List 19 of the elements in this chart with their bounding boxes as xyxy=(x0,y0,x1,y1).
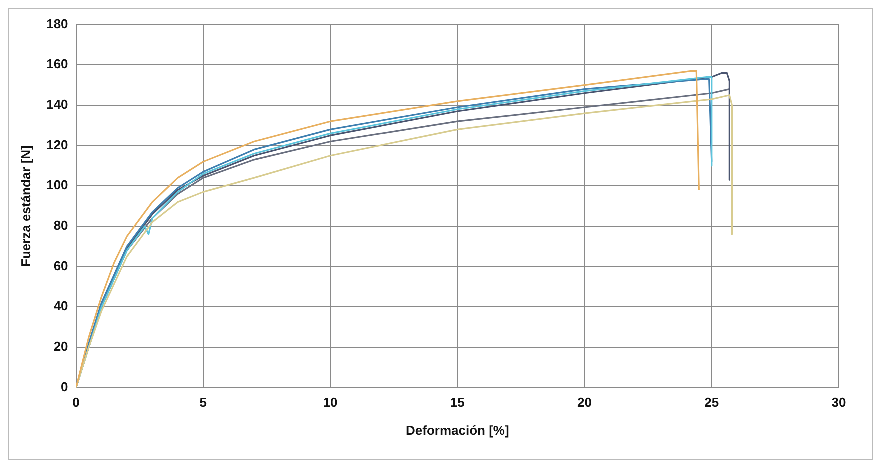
y-tick-label: 140 xyxy=(46,97,68,112)
y-tick-label: 180 xyxy=(46,16,68,32)
x-tick-label: 25 xyxy=(704,395,720,410)
y-tick-label: 100 xyxy=(46,178,68,193)
x-axis-title: Deformación [%] xyxy=(406,422,510,438)
y-tick-label: 120 xyxy=(46,137,68,152)
y-tick-label: 80 xyxy=(54,218,68,234)
y-tick-label: 20 xyxy=(54,339,68,354)
x-tick-label: 30 xyxy=(832,395,846,410)
y-axis-title: Fuerza estándar [N] xyxy=(18,146,34,267)
x-tick-label: 20 xyxy=(578,395,592,410)
y-tick-label: 0 xyxy=(61,379,68,394)
x-tick-label: 15 xyxy=(450,395,465,410)
x-tick-label: 0 xyxy=(72,395,80,410)
y-tick-label: 160 xyxy=(46,56,68,72)
y-tick-label: 40 xyxy=(54,298,68,314)
x-tick-label: 5 xyxy=(200,395,208,410)
x-tick-label: 10 xyxy=(323,395,338,410)
y-tick-label: 60 xyxy=(54,258,68,274)
